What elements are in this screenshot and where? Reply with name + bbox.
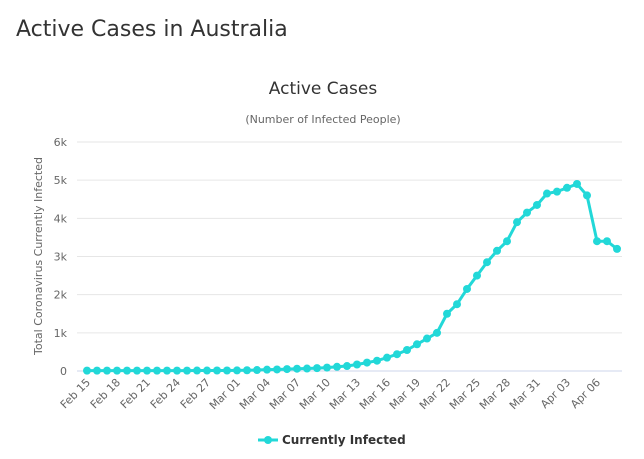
point <box>173 366 181 375</box>
point <box>163 366 171 375</box>
point <box>273 365 281 374</box>
point <box>563 183 571 192</box>
point <box>243 366 251 375</box>
point <box>193 366 201 375</box>
point <box>83 366 91 375</box>
point <box>263 365 271 374</box>
point <box>183 366 191 375</box>
x-tick-label: Mar 07 <box>267 376 303 412</box>
y-tick-label: 1k <box>54 327 68 340</box>
point <box>363 358 371 367</box>
x-tick-label: Mar 16 <box>357 376 393 412</box>
point <box>353 360 361 369</box>
point <box>203 366 211 375</box>
point <box>603 237 611 246</box>
x-tick-label: Mar 25 <box>447 376 483 412</box>
point <box>233 366 241 375</box>
x-tick-label: Feb 15 <box>58 376 93 411</box>
point <box>133 366 141 375</box>
point <box>413 340 421 349</box>
x-tick-label: Mar 22 <box>417 376 453 412</box>
point <box>543 189 551 198</box>
point <box>393 350 401 359</box>
x-tick-label: Mar 31 <box>507 376 543 412</box>
point <box>533 200 541 209</box>
x-tick-label: Feb 21 <box>118 376 153 411</box>
point <box>213 366 221 375</box>
x-tick-label: Mar 10 <box>297 376 333 412</box>
point <box>383 353 391 362</box>
y-axis-label: Total Coronavirus Currently Infected <box>32 157 45 356</box>
point <box>313 364 321 373</box>
point <box>283 365 291 374</box>
point <box>143 366 151 375</box>
point <box>613 244 621 253</box>
y-tick-label: 5k <box>54 174 68 187</box>
point <box>493 246 501 255</box>
point <box>373 356 381 365</box>
point <box>453 300 461 309</box>
y-tick-label: 0 <box>60 365 67 378</box>
point <box>343 362 351 371</box>
line <box>87 182 618 373</box>
x-tick-label: Mar 04 <box>237 376 273 412</box>
y-tick-label: 4k <box>54 212 68 225</box>
page-title: Active Cases in Australia <box>16 17 288 42</box>
y-tick-label: 6k <box>54 136 68 149</box>
x-tick-label: Apr 03 <box>538 376 573 411</box>
point <box>513 218 521 227</box>
x-tick-label: Feb 24 <box>148 376 183 411</box>
point <box>523 208 531 217</box>
point <box>553 187 561 196</box>
x-tick-label: Apr 06 <box>568 376 603 411</box>
point <box>323 363 331 372</box>
legend-marker <box>264 436 272 444</box>
point <box>303 364 311 373</box>
point <box>583 191 591 200</box>
point <box>503 237 511 246</box>
point <box>253 366 261 375</box>
x-tick-label: Mar 01 <box>207 376 243 412</box>
point <box>463 284 471 293</box>
point <box>593 237 601 246</box>
chart-title: Active Cases <box>269 79 378 99</box>
point <box>483 258 491 267</box>
y-tick-label: 2k <box>54 289 68 302</box>
point <box>123 366 131 375</box>
point <box>433 328 441 337</box>
point <box>93 366 101 375</box>
x-tick-label: Mar 28 <box>477 376 513 412</box>
x-tick-label: Mar 19 <box>387 376 423 412</box>
point <box>153 366 161 375</box>
x-tick-label: Feb 27 <box>178 376 213 411</box>
legend-label: Currently Infected <box>282 433 406 447</box>
point <box>443 309 451 318</box>
point <box>573 179 581 188</box>
point <box>293 364 301 373</box>
point <box>113 366 121 375</box>
point <box>403 346 411 355</box>
y-tick-label: 3k <box>54 251 68 264</box>
chart-subtitle: (Number of Infected People) <box>245 113 400 126</box>
point <box>223 366 231 375</box>
x-tick-label: Feb 18 <box>88 376 123 411</box>
point <box>473 271 481 280</box>
point <box>333 362 341 371</box>
point <box>423 334 431 343</box>
x-tick-label: Mar 13 <box>327 376 363 412</box>
point <box>103 366 111 375</box>
